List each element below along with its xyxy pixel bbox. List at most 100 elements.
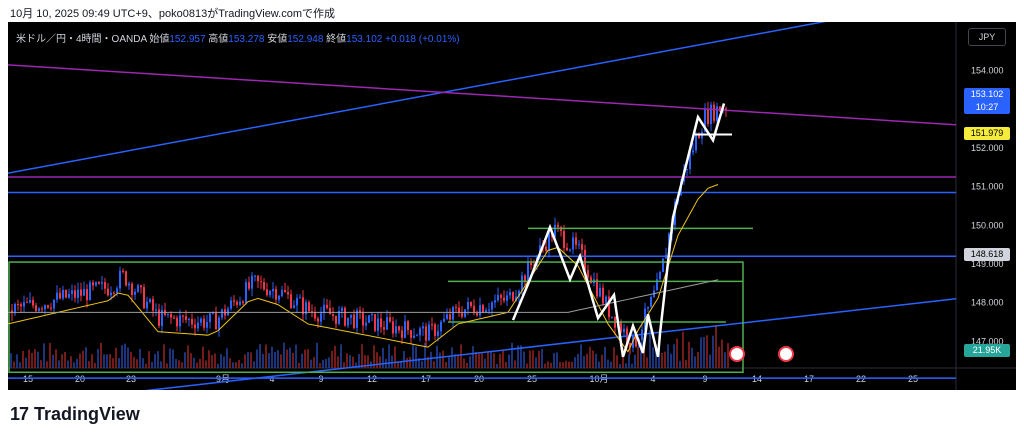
candle-body — [407, 321, 409, 331]
volume-bar — [715, 324, 717, 368]
volume-bar — [124, 343, 126, 368]
candle-body — [47, 305, 49, 308]
candle-body — [479, 305, 481, 316]
price-chart[interactable]: 154.000153.000152.000151.000150.000149.0… — [8, 22, 1016, 390]
candle-body — [134, 291, 136, 295]
candle-body — [464, 309, 466, 317]
volume-bar — [643, 343, 645, 368]
high-label: 高値 — [208, 34, 229, 45]
x-tick-label: 4 — [650, 374, 655, 384]
candle-body — [62, 289, 64, 299]
volume-bar — [202, 346, 204, 368]
volume-bar — [316, 342, 318, 368]
volume-bar — [505, 362, 507, 368]
volume-bar — [571, 361, 573, 368]
candle-body — [140, 285, 142, 288]
candle-body — [245, 282, 247, 304]
volume-bar — [34, 349, 36, 368]
volume-bar — [325, 358, 327, 368]
volume-bar — [514, 360, 516, 368]
candle-body — [14, 303, 16, 314]
volume-bar — [559, 362, 561, 368]
candle-body — [308, 302, 310, 312]
volume-bar — [85, 347, 87, 368]
candle-body — [566, 247, 568, 251]
volume-bar — [466, 362, 468, 368]
volume-bar — [196, 362, 198, 368]
candle-body — [443, 318, 445, 322]
candle-body — [35, 305, 37, 311]
volume-bar — [556, 352, 558, 368]
volume-bar — [460, 344, 462, 368]
volume-bar — [211, 355, 213, 368]
logo-text: TradingView — [34, 404, 140, 424]
candle-body — [293, 305, 295, 308]
volume-bar — [214, 353, 216, 368]
volume-bar — [295, 344, 297, 368]
volume-bar — [55, 349, 57, 368]
candle-body — [329, 307, 331, 315]
candle-body — [257, 275, 259, 282]
ma-yellow-line — [8, 184, 719, 353]
volume-bar — [58, 360, 60, 368]
candle-body — [374, 314, 376, 331]
y-tick-label: 149.000 — [971, 259, 1004, 269]
candle-body — [695, 135, 697, 151]
us-flag-icon — [729, 346, 745, 362]
volume-bar — [673, 344, 675, 368]
candle-body — [497, 294, 499, 301]
volume-bar — [535, 357, 537, 368]
candle-body — [590, 277, 592, 284]
candle-body — [575, 237, 577, 245]
candle-body — [584, 249, 586, 271]
volume-bar — [217, 363, 219, 368]
volume-bar — [43, 343, 45, 368]
volume-bar — [130, 351, 132, 368]
countdown-value: 10:27 — [975, 102, 999, 112]
candle-body — [332, 314, 334, 316]
volume-bar — [583, 356, 585, 368]
volume-bar — [313, 357, 315, 368]
candle-body — [518, 290, 520, 297]
candle-body — [191, 318, 193, 325]
candle-body — [629, 342, 631, 348]
volume-bar — [322, 359, 324, 368]
volume-bar — [166, 363, 168, 368]
volume-bar — [46, 361, 48, 368]
candle-body — [521, 275, 523, 291]
volume-bar — [598, 361, 600, 368]
volume-bar — [388, 344, 390, 368]
volume-bar — [553, 353, 555, 368]
candle-body — [290, 294, 292, 308]
volume-bar — [592, 350, 594, 368]
low-label: 安値 — [267, 34, 288, 45]
candle-body — [269, 291, 271, 296]
x-tick-label: 17 — [804, 374, 814, 384]
candle-body — [206, 322, 208, 328]
volume-bar — [454, 354, 456, 368]
candle-body — [461, 312, 463, 317]
y-tick-label: 148.000 — [971, 298, 1004, 308]
candle-body — [704, 109, 706, 132]
volume-bar — [106, 354, 108, 368]
volume-bar — [727, 343, 729, 368]
candle-body — [281, 289, 283, 296]
volume-bar — [664, 351, 666, 368]
volume-bar — [139, 348, 141, 368]
volume-bar — [697, 352, 699, 368]
candle-body — [179, 315, 181, 327]
candle-body — [335, 315, 337, 324]
chart-area[interactable]: 154.000153.000152.000151.000150.000149.0… — [8, 22, 1016, 390]
volume-bar — [37, 351, 39, 368]
candle-body — [446, 314, 448, 319]
candle-body — [17, 303, 19, 305]
tradingview-logo[interactable]: 17 TradingView — [10, 404, 140, 425]
volume-bar — [625, 363, 627, 368]
candle-body — [137, 285, 139, 292]
x-tick-label: 20 — [474, 374, 484, 384]
candle-body — [302, 297, 304, 315]
x-tick-label: 10月 — [589, 374, 608, 384]
currency-button[interactable]: JPY — [968, 28, 1006, 46]
volume-bar — [655, 344, 657, 368]
candle-body — [122, 270, 124, 272]
